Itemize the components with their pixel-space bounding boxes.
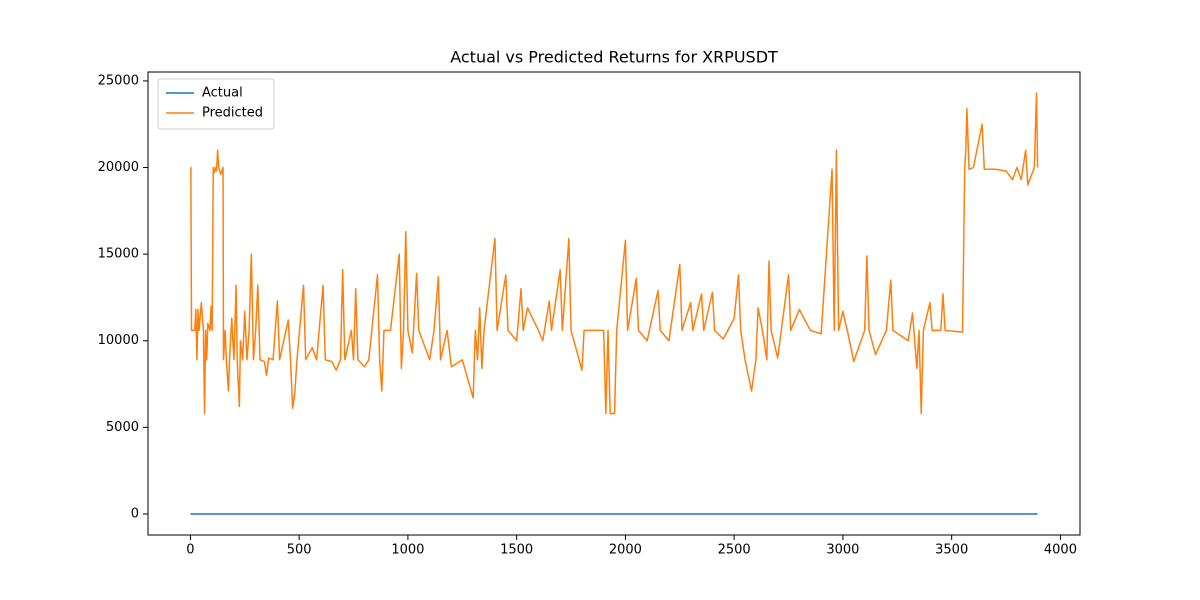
x-tick-label: 3500	[935, 543, 968, 558]
plot-frame	[147, 71, 1081, 536]
y-tick-label: 15000	[98, 247, 139, 262]
x-tick-label: 4000	[1044, 543, 1077, 558]
y-tick-label: 0	[131, 506, 139, 521]
legend-box	[157, 78, 275, 130]
x-tick-label: 2000	[609, 543, 642, 558]
legend-label: Predicted	[202, 106, 263, 121]
y-tick-label: 5000	[106, 420, 139, 435]
x-tick-label: 3000	[826, 543, 859, 558]
x-tick-label: 500	[287, 543, 312, 558]
x-tick-label: 1000	[391, 543, 424, 558]
x-tick-label: 0	[186, 543, 194, 558]
y-tick-label: 25000	[98, 73, 139, 88]
chart-title: Actual vs Predicted Returns for XRPUSDT	[450, 48, 778, 67]
y-tick-label: 10000	[98, 333, 139, 348]
y-tick-label: 20000	[98, 160, 139, 175]
legend-label: Actual	[202, 86, 243, 101]
x-tick-label: 2500	[718, 543, 751, 558]
line-series	[190, 92, 1039, 415]
x-tick-label: 1500	[500, 543, 533, 558]
